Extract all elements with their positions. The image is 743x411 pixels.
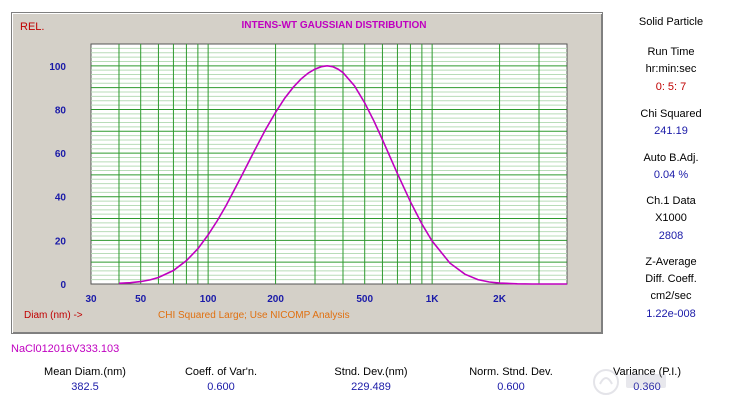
- stat-label: Norm. Stnd. Dev.: [469, 366, 553, 378]
- ch1-scale: X1000: [655, 212, 687, 224]
- chart-title: INTENS-WT GAUSSIAN DISTRIBUTION: [242, 20, 427, 31]
- sample-filename: NaCl012016V333.103: [11, 343, 120, 355]
- y-tick-label: 100: [49, 62, 66, 73]
- auto-badj-label: Auto B.Adj.: [643, 152, 699, 164]
- x-tick-label: 2K: [493, 294, 507, 305]
- stat-norm-stnd-dev: Norm. Stnd. Dev. 0.600: [436, 366, 586, 393]
- stat-value: 0.360: [572, 381, 722, 393]
- stat-value: 382.5: [71, 381, 99, 393]
- mode-label: Solid Particle: [638, 16, 704, 28]
- y-tick-label: 60: [55, 149, 67, 160]
- x-tick-label: 200: [267, 294, 284, 305]
- chi-squared-label: Chi Squared: [640, 108, 702, 120]
- ch1-data-value: 2808: [658, 230, 684, 242]
- x-tick-label: 50: [135, 294, 147, 305]
- stat-label: Stnd. Dev.(nm): [334, 366, 408, 378]
- y-tick-labels: 0 20 40 60 80 100: [49, 62, 66, 291]
- grid: [91, 44, 567, 284]
- y-tick-label: 0: [60, 280, 66, 291]
- plot-area: [90, 43, 568, 285]
- run-time-value: 0: 5: 7: [655, 81, 687, 93]
- stat-coeff-var: Coeff. of Var'n. 0.600: [146, 366, 296, 393]
- y-tick-label: 40: [55, 193, 67, 204]
- run-time-label: Run Time: [647, 46, 695, 58]
- y-tick-label: 80: [55, 105, 67, 116]
- stat-label: Variance (P.I.): [612, 366, 682, 378]
- x-tick-label: 1K: [426, 294, 440, 305]
- auto-badj-value: 0.04 %: [653, 169, 689, 181]
- stat-value: 229.489: [351, 381, 391, 393]
- chart-panel: REL. INTENS-WT GAUSSIAN DISTRIBUTION 0 20…: [11, 12, 603, 334]
- watermark-logo: [593, 369, 666, 395]
- x-tick-label: 30: [85, 294, 97, 305]
- stat-value: 0.600: [497, 381, 525, 393]
- x-tick-label: 100: [200, 294, 217, 305]
- stat-stnd-dev: Stnd. Dev.(nm) 229.489: [296, 366, 446, 393]
- x-tick-labels: 30 50 100 200 500 1K 2K: [85, 294, 506, 305]
- diff-coeff-label: Diff. Coeff.: [645, 273, 697, 285]
- y-tick-label: 20: [55, 236, 67, 247]
- x-axis-label: Diam (nm) ->: [24, 310, 83, 321]
- z-average-label: Z-Average: [645, 256, 697, 268]
- distribution-curve: [118, 64, 567, 285]
- stat-value: 0.600: [207, 381, 235, 393]
- stat-variance: Variance (P.I.) 0.360: [572, 366, 722, 393]
- run-time-units: hr:min:sec: [645, 63, 697, 75]
- y-axis-label: REL.: [20, 21, 44, 33]
- stat-mean-diam: Mean Diam.(nm) 382.5: [10, 366, 160, 393]
- stat-label: Coeff. of Var'n.: [184, 366, 257, 378]
- chi-squared-value: 241.19: [654, 125, 688, 137]
- diff-coeff-value: 1.22e-008: [646, 308, 696, 320]
- stat-label: Mean Diam.(nm): [44, 366, 126, 378]
- diff-coeff-units: cm2/sec: [650, 290, 692, 302]
- distribution-chart: REL. INTENS-WT GAUSSIAN DISTRIBUTION 0 20…: [20, 20, 568, 321]
- x-tick-label: 500: [356, 294, 373, 305]
- ch1-data-label: Ch.1 Data: [646, 195, 696, 207]
- chart-annotation: CHI Squared Large; Use NICOMP Analysis: [158, 310, 350, 321]
